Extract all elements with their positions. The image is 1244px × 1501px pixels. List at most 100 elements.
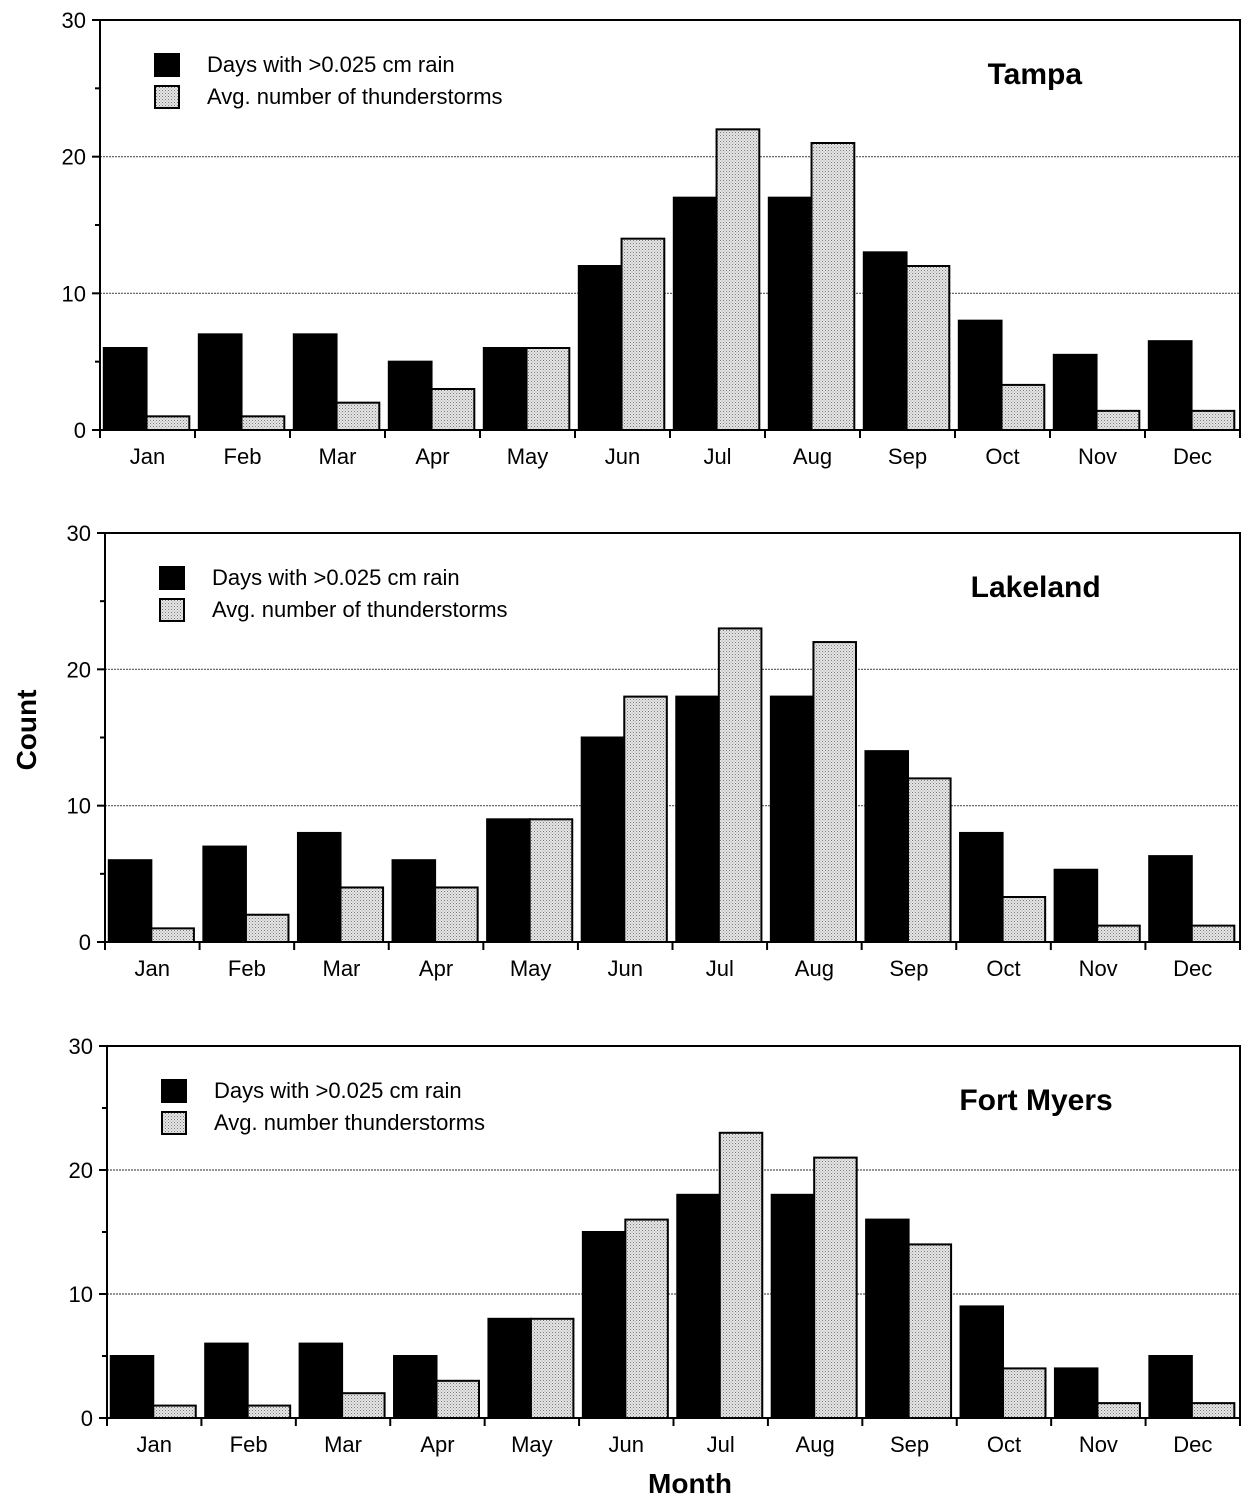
y-tick-label: 0 bbox=[79, 930, 91, 955]
bar-tampa-rain-jan bbox=[102, 347, 148, 431]
x-tick-label-mar: Mar bbox=[319, 444, 357, 469]
legend-swatch-thunderstorms bbox=[159, 598, 185, 622]
x-tick-label-may: May bbox=[511, 1432, 553, 1457]
legend-label-thunderstorms: Avg. number thunderstorms bbox=[214, 1110, 485, 1135]
bar-lakeland-rain-may bbox=[486, 818, 531, 943]
bar-tampa-rain-sep bbox=[862, 251, 908, 431]
bar-fort-myers-thunderstorms-sep bbox=[907, 1243, 953, 1420]
bar-tampa-rain-may bbox=[482, 347, 528, 431]
bar-fort-myers-thunderstorms-mar bbox=[341, 1392, 386, 1419]
legend-label-thunderstorms: Avg. number of thunderstorms bbox=[207, 84, 503, 109]
x-tick-label-apr: Apr bbox=[419, 956, 453, 981]
bar-lakeland-thunderstorms-mar bbox=[339, 886, 385, 944]
chart-panel: 0 10 20 30 Jan Feb Mar Apr May Jun Jul Aug Sep Oct Nov… bbox=[62, 8, 1241, 469]
x-tick-label-apr: Apr bbox=[415, 444, 449, 469]
x-tick-label-feb: Feb bbox=[224, 444, 262, 469]
bar-lakeland-thunderstorms-dec bbox=[1190, 924, 1236, 944]
panel-title-lakeland: Lakeland bbox=[971, 571, 1101, 604]
bar-lakeland-rain-dec bbox=[1148, 855, 1193, 943]
bar-tampa-rain-nov bbox=[1052, 353, 1098, 432]
x-tick-label-aug: Aug bbox=[795, 956, 834, 981]
bar-tampa-thunderstorms-feb bbox=[240, 415, 286, 432]
x-tick-label-jul: Jul bbox=[703, 444, 731, 469]
bar-lakeland-thunderstorms-jul bbox=[717, 627, 763, 944]
bar-lakeland-thunderstorms-apr bbox=[434, 886, 479, 944]
legend-swatch-rain bbox=[154, 53, 180, 77]
x-tick-label-apr: Apr bbox=[420, 1432, 454, 1457]
x-tick-label-oct: Oct bbox=[987, 1432, 1021, 1457]
x-tick-label-nov: Nov bbox=[1079, 1432, 1118, 1457]
bar-fort-myers-rain-jun bbox=[581, 1231, 627, 1419]
y-tick-label: 10 bbox=[62, 281, 86, 306]
bar-tampa-thunderstorms-oct bbox=[1000, 383, 1046, 431]
legend-swatch-rain bbox=[159, 566, 185, 590]
bar-lakeland-thunderstorms-jan bbox=[150, 927, 195, 943]
x-tick-label-jul: Jul bbox=[706, 956, 734, 981]
x-tick-label-nov: Nov bbox=[1079, 956, 1118, 981]
bar-fort-myers-thunderstorms-jun bbox=[624, 1218, 669, 1419]
chart-panel: 0 10 20 30 Jan Feb Mar Apr May Jun Jul Aug Sep Oct Nov… bbox=[67, 521, 1241, 981]
x-tick-label-jan: Jan bbox=[130, 444, 165, 469]
y-tick-label: 20 bbox=[69, 1158, 93, 1183]
y-axis-title: Count bbox=[11, 690, 42, 771]
bar-lakeland-rain-aug bbox=[769, 695, 815, 943]
y-tick-label: 30 bbox=[67, 521, 91, 546]
bar-tampa-rain-mar bbox=[292, 333, 338, 432]
y-tick-label: 30 bbox=[62, 8, 86, 33]
x-tick-label-may: May bbox=[507, 444, 549, 469]
y-tick-label: 20 bbox=[62, 145, 86, 170]
bar-tampa-rain-feb bbox=[197, 333, 243, 432]
panel-title-fort-myers: Fort Myers bbox=[959, 1084, 1112, 1117]
y-tick-label: 30 bbox=[69, 1034, 93, 1059]
bar-lakeland-rain-mar bbox=[296, 831, 342, 944]
x-tick-label-dec: Dec bbox=[1173, 956, 1212, 981]
x-tick-label-may: May bbox=[510, 956, 552, 981]
bar-lakeland-rain-jun bbox=[580, 736, 626, 943]
bar-tampa-thunderstorms-jul bbox=[715, 128, 761, 431]
bar-lakeland-rain-sep bbox=[864, 750, 910, 944]
legend-swatch-rain bbox=[161, 1079, 187, 1103]
bar-lakeland-rain-feb bbox=[202, 845, 247, 943]
bar-lakeland-thunderstorms-feb bbox=[244, 913, 290, 944]
bar-fort-myers-thunderstorms-may bbox=[529, 1317, 575, 1420]
bar-lakeland-thunderstorms-may bbox=[528, 818, 574, 943]
x-tick-label-sep: Sep bbox=[889, 956, 928, 981]
bar-fort-myers-thunderstorms-nov bbox=[1096, 1402, 1141, 1419]
y-tick-label: 10 bbox=[67, 794, 91, 819]
bar-tampa-thunderstorms-dec bbox=[1190, 409, 1236, 432]
bar-tampa-thunderstorms-aug bbox=[810, 142, 856, 431]
bar-lakeland-rain-oct bbox=[959, 831, 1004, 944]
x-tick-label-jan: Jan bbox=[135, 956, 170, 981]
bar-lakeland-rain-apr bbox=[391, 859, 437, 944]
bar-lakeland-rain-jan bbox=[107, 859, 153, 944]
bar-tampa-thunderstorms-nov bbox=[1095, 409, 1141, 432]
bar-fort-myers-rain-mar bbox=[298, 1342, 344, 1419]
bar-fort-myers-rain-jan bbox=[109, 1355, 155, 1419]
bar-fort-myers-rain-jul bbox=[676, 1193, 721, 1420]
bar-tampa-thunderstorms-jun bbox=[620, 237, 666, 431]
x-tick-label-oct: Oct bbox=[985, 444, 1019, 469]
bar-fort-myers-thunderstorms-apr bbox=[435, 1379, 481, 1420]
bar-fort-myers-rain-sep bbox=[865, 1218, 910, 1419]
bar-tampa-thunderstorms-jan bbox=[145, 415, 191, 432]
legend-label-rain: Days with >0.025 cm rain bbox=[212, 565, 460, 590]
bar-tampa-thunderstorms-apr bbox=[430, 388, 476, 431]
bar-tampa-thunderstorms-mar bbox=[335, 401, 381, 431]
y-tick-label: 10 bbox=[69, 1282, 93, 1307]
x-tick-label-mar: Mar bbox=[324, 1432, 362, 1457]
bar-tampa-rain-aug bbox=[767, 196, 813, 431]
panel-title-tampa: Tampa bbox=[988, 58, 1083, 91]
bar-fort-myers-thunderstorms-dec bbox=[1190, 1402, 1236, 1419]
x-tick-label-mar: Mar bbox=[323, 956, 361, 981]
bar-fort-myers-thunderstorms-aug bbox=[813, 1156, 858, 1419]
x-tick-label-dec: Dec bbox=[1173, 1432, 1212, 1457]
legend-label-rain: Days with >0.025 cm rain bbox=[214, 1078, 462, 1103]
x-tick-label-jul: Jul bbox=[707, 1432, 735, 1457]
x-tick-label-sep: Sep bbox=[890, 1432, 929, 1457]
bar-fort-myers-rain-feb bbox=[204, 1342, 249, 1419]
x-tick-label-jun: Jun bbox=[605, 444, 640, 469]
bar-fort-myers-rain-dec bbox=[1148, 1355, 1193, 1419]
bar-lakeland-rain-jul bbox=[675, 695, 720, 943]
legend-label-rain: Days with >0.025 cm rain bbox=[207, 52, 455, 77]
